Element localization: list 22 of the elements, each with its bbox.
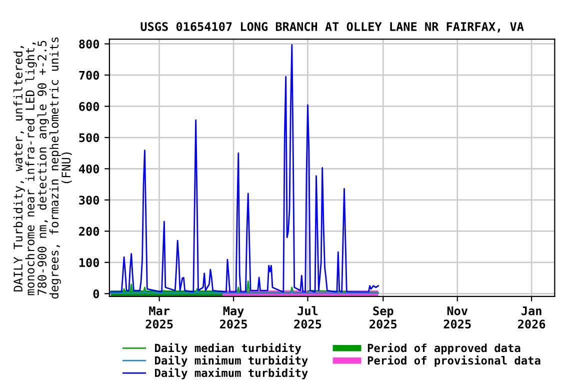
legend-label: Period of provisional data: [368, 355, 540, 367]
x-tick-label: Nov 2025: [444, 306, 471, 329]
y-tick-label: 400: [78, 164, 100, 174]
y-tick-label: 0: [93, 289, 100, 298]
y-tick-label: 200: [79, 226, 100, 236]
y-tick-label: 100: [79, 258, 100, 268]
y-axis-title: DAILY Turbidity, water, unfiltered, monochrome near infra-red LED light, 780-900 nm, detection angle 90 +-2.5 degrees, formazin nephelometric units (FNU): [13, 37, 72, 299]
x-tick-label: Jul 2025: [294, 306, 322, 329]
legend-label: Daily median turbidity: [155, 342, 302, 354]
x-tick-label: May 2025: [220, 306, 247, 329]
x-tick-label: Sep 2025: [370, 306, 397, 329]
y-tick-label: 600: [79, 102, 100, 111]
x-tick-label: Mar 2025: [146, 306, 173, 329]
chart-title: USGS 01654107 LONG BRANCH AT OLLEY LANE NR FAIRFAX, VA: [140, 22, 524, 32]
y-tick-label: 500: [79, 133, 100, 142]
legend-label: Period of approved data: [368, 342, 520, 354]
y-tick-label: 700: [79, 70, 100, 80]
y-tick-label: 800: [79, 40, 100, 49]
legend-label: Daily minimum turbidity: [155, 355, 308, 367]
y-tick-label: 300: [79, 196, 100, 205]
x-tick-label: Jan 2026: [518, 306, 546, 329]
legend-label: Daily maximum turbidity: [155, 368, 308, 380]
